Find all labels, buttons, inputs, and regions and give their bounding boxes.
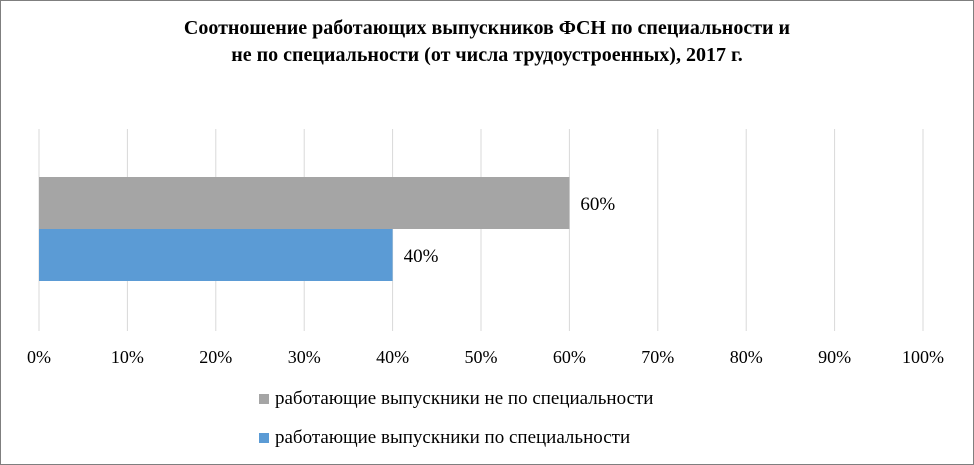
chart-title-line-1: Соотношение работающих выпускников ФСН п… <box>183 17 791 39</box>
chart-legend: работающие выпускники не по специальност… <box>259 387 653 465</box>
x-tick-label-10: 100% <box>902 347 944 367</box>
x-tick-label-9: 90% <box>818 347 851 367</box>
x-tick-label-7: 70% <box>641 347 674 367</box>
x-tick-label-2: 20% <box>199 347 232 367</box>
chart-title: Соотношение работающих выпускников ФСН п… <box>1 15 973 69</box>
legend-swatch-gray <box>259 394 269 404</box>
x-tick-label-5: 50% <box>465 347 498 367</box>
x-tick-label-6: 60% <box>553 347 586 367</box>
data-label-0: 60% <box>580 194 615 215</box>
legend-swatch-blue <box>259 433 269 443</box>
legend-label-specialty: работающие выпускники по специальности <box>275 427 631 448</box>
legend-item-specialty: работающие выпускники по специальности <box>259 426 653 450</box>
legend-item-not-specialty: работающие выпускники не по специальност… <box>259 387 653 411</box>
x-tick-label-4: 40% <box>376 347 409 367</box>
bar-0 <box>39 177 570 229</box>
x-tick-label-8: 80% <box>730 347 763 367</box>
bar-1 <box>39 229 393 281</box>
bar-chart-plot: 0% 10% 20% 30% 40% 50% 60% 70% 80% 90% 100% 60% 40% <box>27 129 944 367</box>
x-tick-label-1: 10% <box>111 347 144 367</box>
x-tick-label-3: 30% <box>288 347 321 367</box>
x-tick-label-0: 0% <box>27 347 51 367</box>
legend-label-not-specialty: работающие выпускники не по специальност… <box>275 388 654 409</box>
chart-title-line-2: не по специальности (от числа трудоустро… <box>231 44 743 66</box>
data-label-1: 40% <box>404 246 439 267</box>
